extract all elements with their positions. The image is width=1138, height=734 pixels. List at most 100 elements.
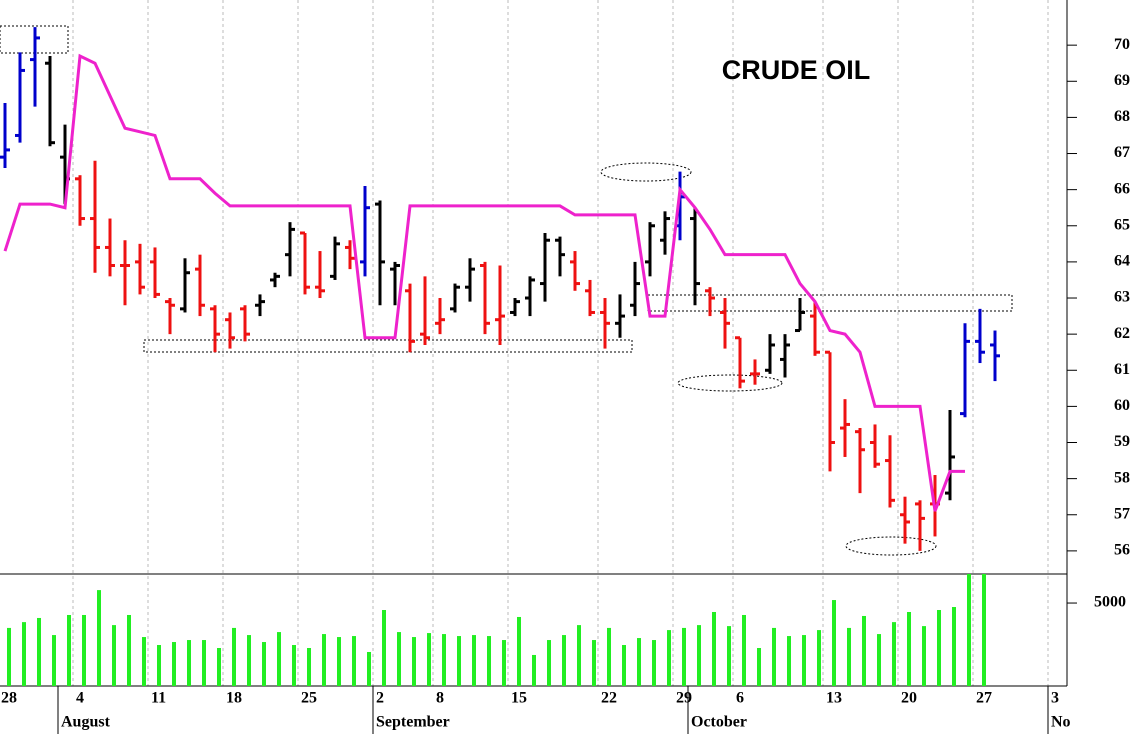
ohlc-bar: [390, 261, 400, 306]
volume-tick-label: 5000: [1094, 594, 1126, 611]
ohlc-bar: [660, 211, 670, 255]
volume-bar: [382, 610, 386, 686]
x-tick-label: 11: [151, 690, 166, 707]
volume-bar: [322, 634, 326, 686]
ohlc-bar: [360, 186, 370, 277]
annotation-ellipse: [677, 374, 783, 392]
ohlc-bar: [405, 283, 415, 353]
month-label: September: [376, 714, 450, 731]
volume-bar: [667, 630, 671, 686]
ohlc-bar: [840, 399, 850, 457]
volume-bar: [442, 634, 446, 686]
ohlc-bar: [630, 261, 640, 317]
y-tick-label: 59: [1114, 433, 1130, 450]
volume-bar: [217, 648, 221, 686]
ohlc-bar: [0, 102, 10, 168]
ohlc-bar: [225, 312, 235, 349]
ohlc-bar: [870, 424, 880, 468]
ohlc-bar: [915, 500, 925, 551]
ohlc-bar: [765, 334, 775, 374]
ohlc-bar: [900, 496, 910, 544]
ohlc-bar: [615, 294, 625, 338]
volume-bar: [457, 636, 461, 686]
ohlc-bar: [450, 283, 460, 313]
ohlc-bar: [90, 160, 100, 273]
ohlc-bar: [945, 410, 955, 501]
ohlc-bar: [15, 52, 25, 143]
x-tick-label: 13: [826, 690, 842, 707]
ohlc-bar: [120, 240, 130, 306]
annotation-ellipse: [845, 536, 937, 556]
volume-bar: [787, 636, 791, 686]
month-label: No: [1051, 714, 1071, 731]
y-tick-label: 61: [1114, 361, 1130, 378]
volume-bar: [817, 630, 821, 686]
x-tick-label: 15: [511, 690, 527, 707]
ohlc-bar: [585, 279, 595, 317]
volume-bar: [967, 574, 971, 686]
volume-bar: [202, 640, 206, 686]
volume-bar: [937, 610, 941, 686]
volume-bar: [397, 632, 401, 686]
volume-bar: [337, 637, 341, 686]
volume-bar: [877, 634, 881, 686]
volume-bar: [652, 640, 656, 686]
volume-bar: [472, 635, 476, 686]
ohlc-bar: [420, 276, 430, 345]
month-label: August: [61, 714, 111, 731]
volume-bar: [127, 614, 131, 686]
ohlc-bar: [315, 251, 325, 299]
volume-bar: [532, 654, 536, 686]
ohlc-bar: [135, 243, 145, 295]
volume-bar: [7, 627, 11, 686]
volume-bar: [562, 635, 566, 686]
volume-bar: [307, 648, 311, 686]
volume-bar: [982, 574, 986, 686]
y-tick-label: 68: [1114, 108, 1130, 125]
volume-bar: [22, 622, 26, 686]
volume-bar: [232, 627, 236, 686]
volume-bar: [637, 638, 641, 686]
ohlc-bar: [495, 265, 505, 345]
ohlc-bar: [435, 298, 445, 335]
ohlc-bar: [885, 435, 895, 508]
volume-bar: [952, 607, 956, 686]
x-tick-label: 8: [436, 690, 444, 707]
volume-bar: [427, 633, 431, 686]
volume-bar: [607, 627, 611, 686]
volume-bar: [187, 640, 191, 686]
ohlc-bar: [540, 232, 550, 302]
volume-bar: [712, 611, 716, 686]
ohlc-bar: [525, 276, 535, 317]
ohlc-bar: [285, 222, 295, 277]
ohlc-bar: [510, 298, 520, 317]
x-tick-label: 20: [901, 690, 917, 707]
grid: [72, 0, 1049, 686]
volume-bar: [727, 626, 731, 686]
ohlc-bar: [465, 258, 475, 302]
volume-bar: [577, 625, 581, 686]
volume-bar: [547, 640, 551, 686]
volume-bar: [82, 614, 86, 686]
ohlc-bar: [780, 334, 790, 378]
ohlc-bar: [750, 359, 760, 385]
ohlc-bar: [30, 27, 40, 107]
volume-bar: [292, 645, 296, 686]
x-tick-label: 4: [76, 690, 84, 707]
annotation-ellipse: [600, 162, 692, 182]
volume-bar: [892, 622, 896, 686]
ohlc-bar: [975, 308, 985, 364]
volume-bar: [907, 611, 911, 686]
ohlc-bar: [825, 350, 835, 472]
volume-bar: [247, 635, 251, 686]
volume-bar: [502, 640, 506, 686]
x-tick-label: 6: [736, 690, 744, 707]
ohlc-bar: [195, 254, 205, 317]
y-tick-label: 67: [1114, 144, 1130, 161]
ohlc-bar: [720, 298, 730, 349]
y-tick-label: 64: [1114, 253, 1130, 270]
annotation-box: [143, 339, 633, 353]
ohlc-bar: [570, 251, 580, 291]
